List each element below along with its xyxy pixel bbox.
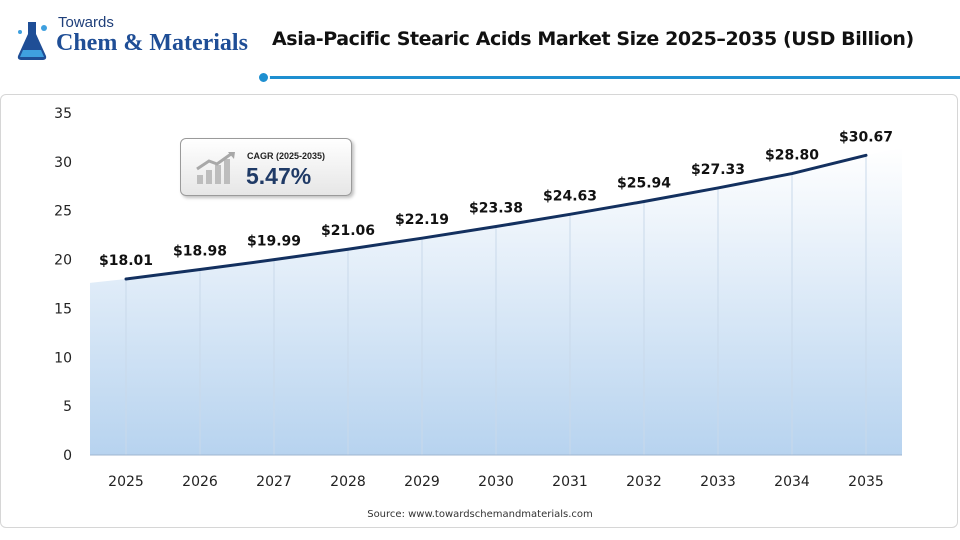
data-label: $18.01 [99, 253, 153, 269]
logo-top-text: Towards [58, 14, 114, 31]
source-note: Source: www.towardschemandmaterials.com [367, 509, 593, 520]
x-tick-label: 2031 [552, 474, 588, 490]
x-tick-label: 2034 [774, 474, 810, 490]
chart-title: Asia-Pacific Stearic Acids Market Size 2… [272, 28, 914, 50]
data-label: $30.67 [839, 129, 893, 145]
cagr-label: CAGR (2025-2035) [247, 151, 326, 161]
x-tick-label: 2028 [330, 474, 366, 490]
y-tick-label: 15 [54, 301, 72, 317]
y-tick-label: 0 [63, 448, 72, 464]
y-tick-label: 10 [54, 350, 72, 366]
x-tick-label: 2033 [700, 474, 736, 490]
y-tick-label: 35 [54, 106, 72, 122]
y-tick-label: 20 [54, 253, 72, 269]
cagr-value: 5.47% [246, 163, 312, 189]
cagr-callout: CAGR (2025-2035) 5.47% [180, 138, 352, 196]
x-tick-label: 2027 [256, 474, 292, 490]
x-tick-label: 2035 [848, 474, 884, 490]
x-tick-label: 2029 [404, 474, 440, 490]
data-label: $27.33 [691, 162, 745, 178]
flask-icon [17, 22, 47, 60]
x-tick-label: 2025 [108, 474, 144, 490]
y-tick-label: 25 [54, 204, 72, 220]
chart-frame [0, 94, 958, 528]
x-tick-label: 2030 [478, 474, 514, 490]
y-tick-label: 30 [54, 155, 72, 171]
data-label: $19.99 [247, 234, 301, 250]
data-label: $18.98 [173, 244, 227, 260]
data-label: $28.80 [765, 148, 819, 164]
data-label: $23.38 [469, 201, 523, 217]
logo-main-text: Chem & Materials [56, 30, 248, 56]
series-line [124, 153, 868, 281]
data-label: $25.94 [617, 176, 671, 192]
title-divider-dot [257, 71, 270, 84]
growth-bars-icon [196, 152, 235, 184]
company-logo: Towards Chem & Materials [12, 8, 262, 68]
y-tick-label: 5 [63, 399, 72, 415]
data-label: $22.19 [395, 212, 449, 228]
x-tick-label: 2026 [182, 474, 218, 490]
x-tick-label: 2032 [626, 474, 662, 490]
title-divider [262, 76, 960, 79]
data-label: $21.06 [321, 223, 375, 239]
data-label: $24.63 [543, 188, 597, 204]
